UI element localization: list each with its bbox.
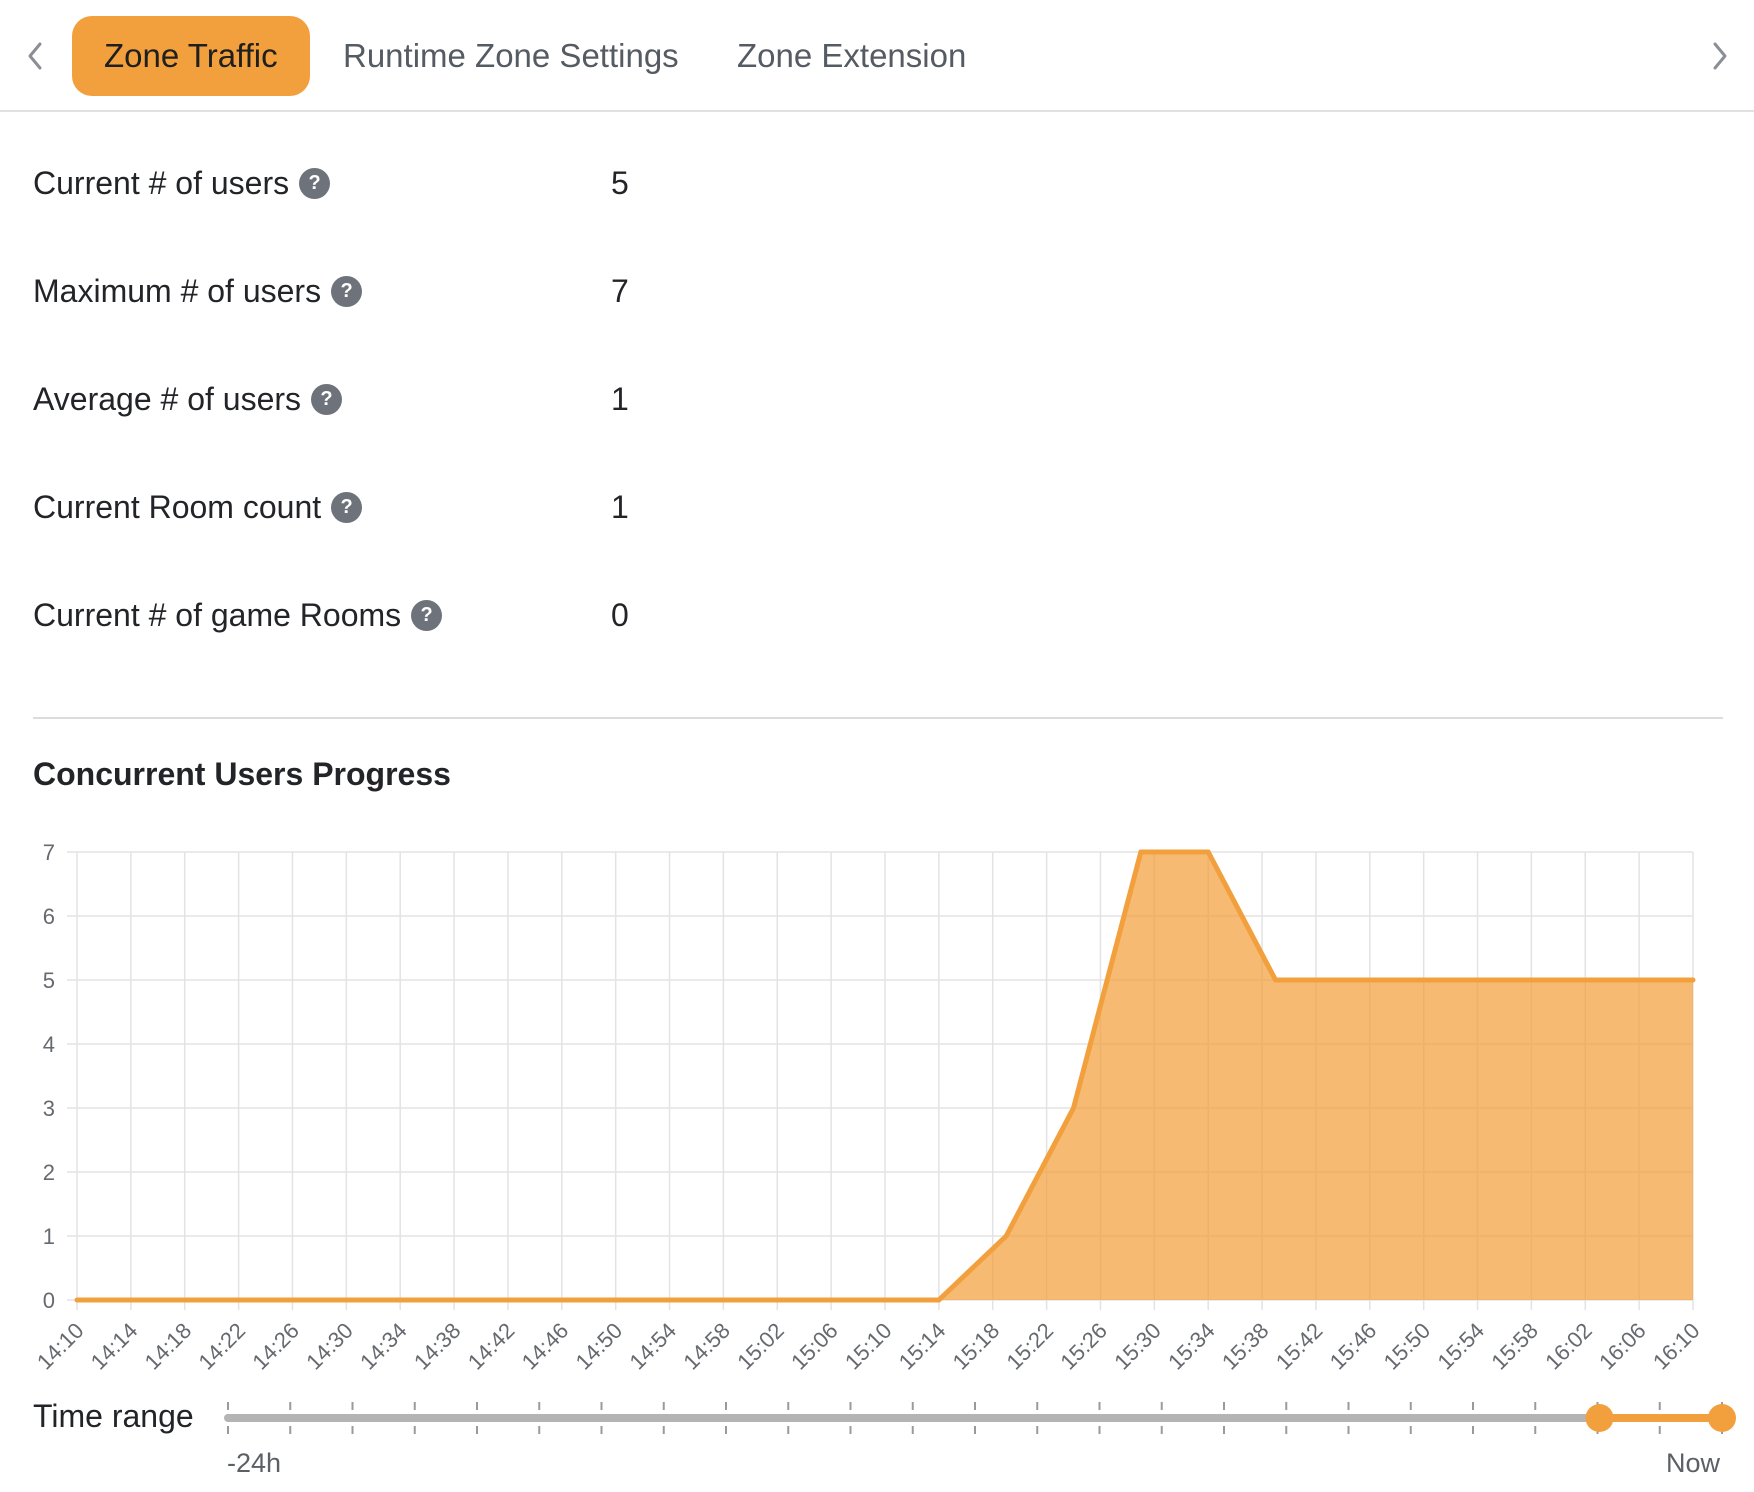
- y-tick-label: 1: [43, 1224, 55, 1249]
- help-icon[interactable]: ?: [311, 384, 343, 415]
- y-tick-label: 7: [43, 840, 55, 865]
- help-icon[interactable]: ?: [331, 276, 363, 307]
- y-tick-label: 3: [43, 1096, 55, 1121]
- data-point: [1071, 1105, 1077, 1111]
- tab-bar: Zone Traffic Runtime Zone Settings Zone …: [0, 0, 1754, 112]
- x-tick-label: 15:38: [1217, 1318, 1274, 1375]
- help-icon[interactable]: ?: [299, 168, 331, 199]
- stat-label-text: Current # of users: [33, 165, 290, 201]
- time-range-slider[interactable]: [0, 1390, 1754, 1446]
- data-point: [1690, 977, 1696, 983]
- data-point: [74, 1297, 80, 1303]
- section-divider: [33, 717, 1723, 719]
- y-tick-label: 2: [43, 1160, 55, 1185]
- stat-label-maximum-users: Maximum # of users ?: [33, 273, 363, 310]
- x-tick-label: 15:58: [1486, 1318, 1543, 1375]
- x-tick-label: 14:50: [571, 1318, 628, 1375]
- stat-value-room-count: 1: [611, 489, 629, 525]
- x-tick-label: 15:54: [1432, 1318, 1489, 1375]
- y-tick-label: 6: [43, 904, 55, 929]
- x-tick-label: 15:34: [1163, 1318, 1220, 1375]
- stat-label-text: Current Room count: [33, 489, 322, 525]
- concurrent-users-chart: 0123456714:1014:1414:1814:2214:2614:3014…: [32, 840, 1705, 1375]
- data-point: [1273, 977, 1279, 983]
- x-tick-label: 16:06: [1594, 1318, 1651, 1375]
- tab-zone-traffic[interactable]: Zone Traffic: [72, 16, 310, 96]
- x-tick-label: 15:18: [948, 1318, 1005, 1375]
- x-tick-label: 14:34: [355, 1318, 412, 1375]
- time-range-min-label: -24h: [227, 1448, 282, 1478]
- x-tick-label: 14:22: [194, 1318, 251, 1375]
- y-tick-label: 5: [43, 968, 55, 993]
- x-tick-label: 14:10: [32, 1318, 89, 1375]
- series-area: [77, 852, 1693, 1300]
- tab-runtime-zone-settings[interactable]: Runtime Zone Settings: [343, 37, 679, 74]
- x-tick-label: 14:54: [624, 1318, 681, 1375]
- x-tick-label: 14:58: [678, 1318, 735, 1375]
- stat-label-room-count: Current Room count ?: [33, 489, 363, 526]
- x-tick-label: 15:26: [1055, 1318, 1112, 1375]
- stat-label-text: Maximum # of users: [33, 273, 322, 309]
- x-tick-label: 15:14: [894, 1318, 951, 1375]
- x-tick-label: 15:02: [732, 1318, 789, 1375]
- stat-value-game-rooms: 0: [611, 597, 629, 633]
- stat-label-text: Average # of users: [33, 381, 302, 417]
- y-tick-label: 0: [43, 1288, 55, 1313]
- x-tick-label: 14:46: [517, 1318, 574, 1375]
- data-point: [936, 1297, 942, 1303]
- stat-value-maximum-users: 7: [611, 273, 629, 309]
- help-icon[interactable]: ?: [331, 492, 363, 523]
- x-tick-label: 15:50: [1379, 1318, 1436, 1375]
- data-point: [1205, 849, 1211, 855]
- time-range-label: Time range: [33, 1398, 194, 1434]
- help-icon[interactable]: ?: [411, 600, 443, 631]
- stat-value-average-users: 1: [611, 381, 629, 417]
- x-tick-label: 14:42: [463, 1318, 520, 1375]
- stat-label-current-users: Current # of users ?: [33, 165, 331, 202]
- x-tick-label: 14:38: [409, 1318, 466, 1375]
- stat-value-current-users: 5: [611, 165, 629, 201]
- x-tick-label: 15:22: [1002, 1318, 1059, 1375]
- slider-end-handle[interactable]: [1708, 1404, 1736, 1432]
- data-point: [1003, 1233, 1009, 1239]
- x-tick-label: 15:42: [1271, 1318, 1328, 1375]
- chart-section-title: Concurrent Users Progress: [33, 756, 451, 792]
- series-line: [77, 849, 1693, 1303]
- data-point: [1138, 849, 1144, 855]
- x-tick-label: 14:14: [86, 1318, 143, 1375]
- stat-label-text: Current # of game Rooms: [33, 597, 402, 633]
- stat-label-average-users: Average # of users ?: [33, 381, 343, 418]
- tab-zone-extension[interactable]: Zone Extension: [737, 37, 967, 74]
- x-tick-label: 14:30: [301, 1318, 358, 1375]
- x-tick-label: 15:06: [786, 1318, 843, 1375]
- x-tick-label: 15:10: [840, 1318, 897, 1375]
- slider-start-handle[interactable]: [1585, 1404, 1614, 1432]
- chevron-left-icon[interactable]: [21, 38, 49, 74]
- x-tick-label: 16:10: [1648, 1318, 1705, 1375]
- stat-label-game-rooms: Current # of game Rooms ?: [33, 597, 443, 634]
- x-tick-label: 15:30: [1109, 1318, 1166, 1375]
- time-range-max-label: Now: [1666, 1448, 1721, 1478]
- y-tick-label: 4: [43, 1032, 55, 1057]
- x-tick-label: 14:26: [247, 1318, 304, 1375]
- x-tick-label: 16:02: [1540, 1318, 1597, 1375]
- chevron-right-icon[interactable]: [1706, 38, 1734, 74]
- x-tick-label: 15:46: [1325, 1318, 1382, 1375]
- x-tick-label: 14:18: [140, 1318, 197, 1375]
